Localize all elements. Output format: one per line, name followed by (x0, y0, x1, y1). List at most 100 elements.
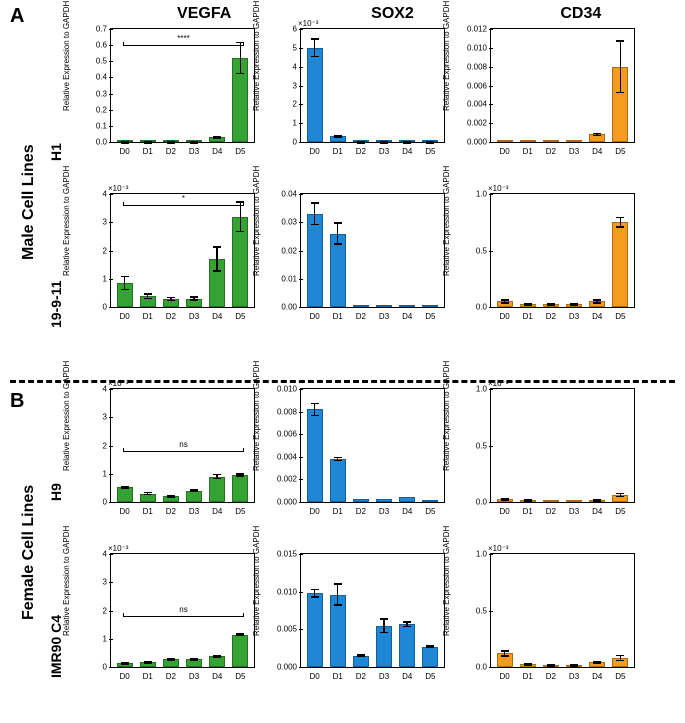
xtick: D1 (139, 507, 157, 516)
xtick: D2 (162, 672, 180, 681)
xtick: D4 (398, 507, 416, 516)
plot-area: 01234nsD0D1D2D3D4D5 (110, 388, 255, 503)
ytick: 1.0 (459, 385, 487, 394)
bar (612, 222, 628, 307)
ytick: 0.00 (269, 303, 297, 312)
xtick: D0 (116, 672, 134, 681)
ytick: 3 (79, 578, 107, 587)
xtick: D5 (421, 147, 439, 156)
panel-label-a: A (10, 5, 24, 28)
ytick: 0.5 (459, 441, 487, 450)
error-bar (616, 40, 624, 93)
error-bar (334, 457, 342, 462)
error-bar (311, 38, 319, 57)
xtick: D2 (352, 312, 370, 321)
ytick: 1 (79, 274, 107, 283)
chart-H9-CD34: ×10⁻³Relative Expression to GAPDH0.00.51… (450, 383, 640, 538)
error-bar (121, 276, 129, 290)
xtick: D1 (329, 312, 347, 321)
ytick: 0.000 (269, 498, 297, 507)
bar (353, 656, 369, 667)
chart-19911-VEGFA: ×10⁻³Relative Expression to GAPDH01234*D… (70, 188, 260, 343)
ytick: 0.008 (269, 407, 297, 416)
ytick: 0.0 (79, 138, 107, 147)
xtick: D0 (496, 312, 514, 321)
col-header-sox2: SOX2 (298, 5, 486, 23)
ytick: 0.012 (459, 25, 487, 34)
xtick: D0 (306, 672, 324, 681)
ytick: 2 (79, 246, 107, 255)
chart-H9-SOX2: Relative Expression to GAPDH0.0000.0020.… (260, 383, 450, 538)
error-bar (167, 495, 175, 497)
error-bar (334, 135, 342, 137)
ytick: 3 (79, 413, 107, 422)
xtick: D5 (611, 147, 629, 156)
plot-area: 0.00.51.0D0D1D2D3D4D5 (490, 388, 635, 503)
xtick: D4 (398, 312, 416, 321)
error-bar (311, 202, 319, 225)
xtick: D1 (329, 147, 347, 156)
plot-area: 0.0000.0050.0100.015D0D1D2D3D4D5 (300, 553, 445, 668)
ytick: 2 (79, 606, 107, 615)
xtick: D4 (588, 672, 606, 681)
ytick: 0.04 (269, 190, 297, 199)
ytick: 0.000 (269, 663, 297, 672)
ytick: 1 (79, 634, 107, 643)
chart-H9-VEGFA: ×10⁻³Relative Expression to GAPDH01234ns… (70, 383, 260, 538)
figure-root: A B Male Cell Lines Female Cell Lines VE… (0, 0, 685, 723)
bar (399, 497, 415, 502)
plot-area: 0.0000.0020.0040.0060.0080.010D0D1D2D3D4… (300, 388, 445, 503)
ylabel: Relative Expression to GAPDH (62, 526, 71, 636)
ylabel: Relative Expression to GAPDH (252, 166, 261, 276)
error-bar (501, 299, 509, 304)
ytick: 0 (79, 498, 107, 507)
xtick: D3 (185, 312, 203, 321)
ylabel: Relative Expression to GAPDH (62, 166, 71, 276)
error-bar (167, 141, 175, 142)
error-bar (593, 499, 601, 501)
xtick: D4 (588, 507, 606, 516)
ytick: 0.02 (269, 246, 297, 255)
significance-bracket: ns (123, 448, 244, 449)
ytick: 0.010 (269, 587, 297, 596)
xtick: D2 (352, 147, 370, 156)
multiplier: ×10⁻³ (488, 184, 508, 193)
ytick: 1 (79, 469, 107, 478)
xtick: D3 (375, 672, 393, 681)
xtick: D1 (329, 507, 347, 516)
error-bar (236, 473, 244, 476)
chart-row-19911: ×10⁻³Relative Expression to GAPDH01234*D… (70, 188, 675, 353)
error-bar (121, 662, 129, 663)
panel-divider (10, 380, 675, 383)
xtick: D5 (231, 147, 249, 156)
bar (307, 48, 323, 142)
error-bar (144, 661, 152, 662)
bar (520, 140, 536, 142)
xtick: D5 (611, 312, 629, 321)
bar (543, 140, 559, 142)
bar (422, 647, 438, 667)
xtick: D1 (139, 147, 157, 156)
ytick: 3 (79, 218, 107, 227)
plot-area: 0.000.010.020.030.04D0D1D2D3D4D5 (300, 193, 445, 308)
error-bar (236, 42, 244, 74)
section-label-female: Female Cell Lines (20, 485, 38, 620)
multiplier: ×10⁻³ (108, 544, 128, 553)
ylabel: Relative Expression to GAPDH (442, 361, 451, 471)
bar (543, 500, 559, 502)
ytick: 0.6 (79, 41, 107, 50)
error-bar (144, 293, 152, 299)
error-bar (524, 303, 532, 305)
chart-IMR90C4-SOX2: Relative Expression to GAPDH0.0000.0050.… (260, 548, 450, 703)
ytick: 0.03 (269, 218, 297, 227)
ylabel: Relative Expression to GAPDH (442, 1, 451, 111)
xtick: D1 (329, 672, 347, 681)
ytick: 5 (269, 43, 297, 52)
xtick: D0 (306, 507, 324, 516)
error-bar (190, 296, 198, 301)
ytick: 1.0 (459, 550, 487, 559)
xtick: D0 (116, 507, 134, 516)
bar (422, 305, 438, 307)
xtick: D4 (588, 147, 606, 156)
error-bar (616, 217, 624, 228)
